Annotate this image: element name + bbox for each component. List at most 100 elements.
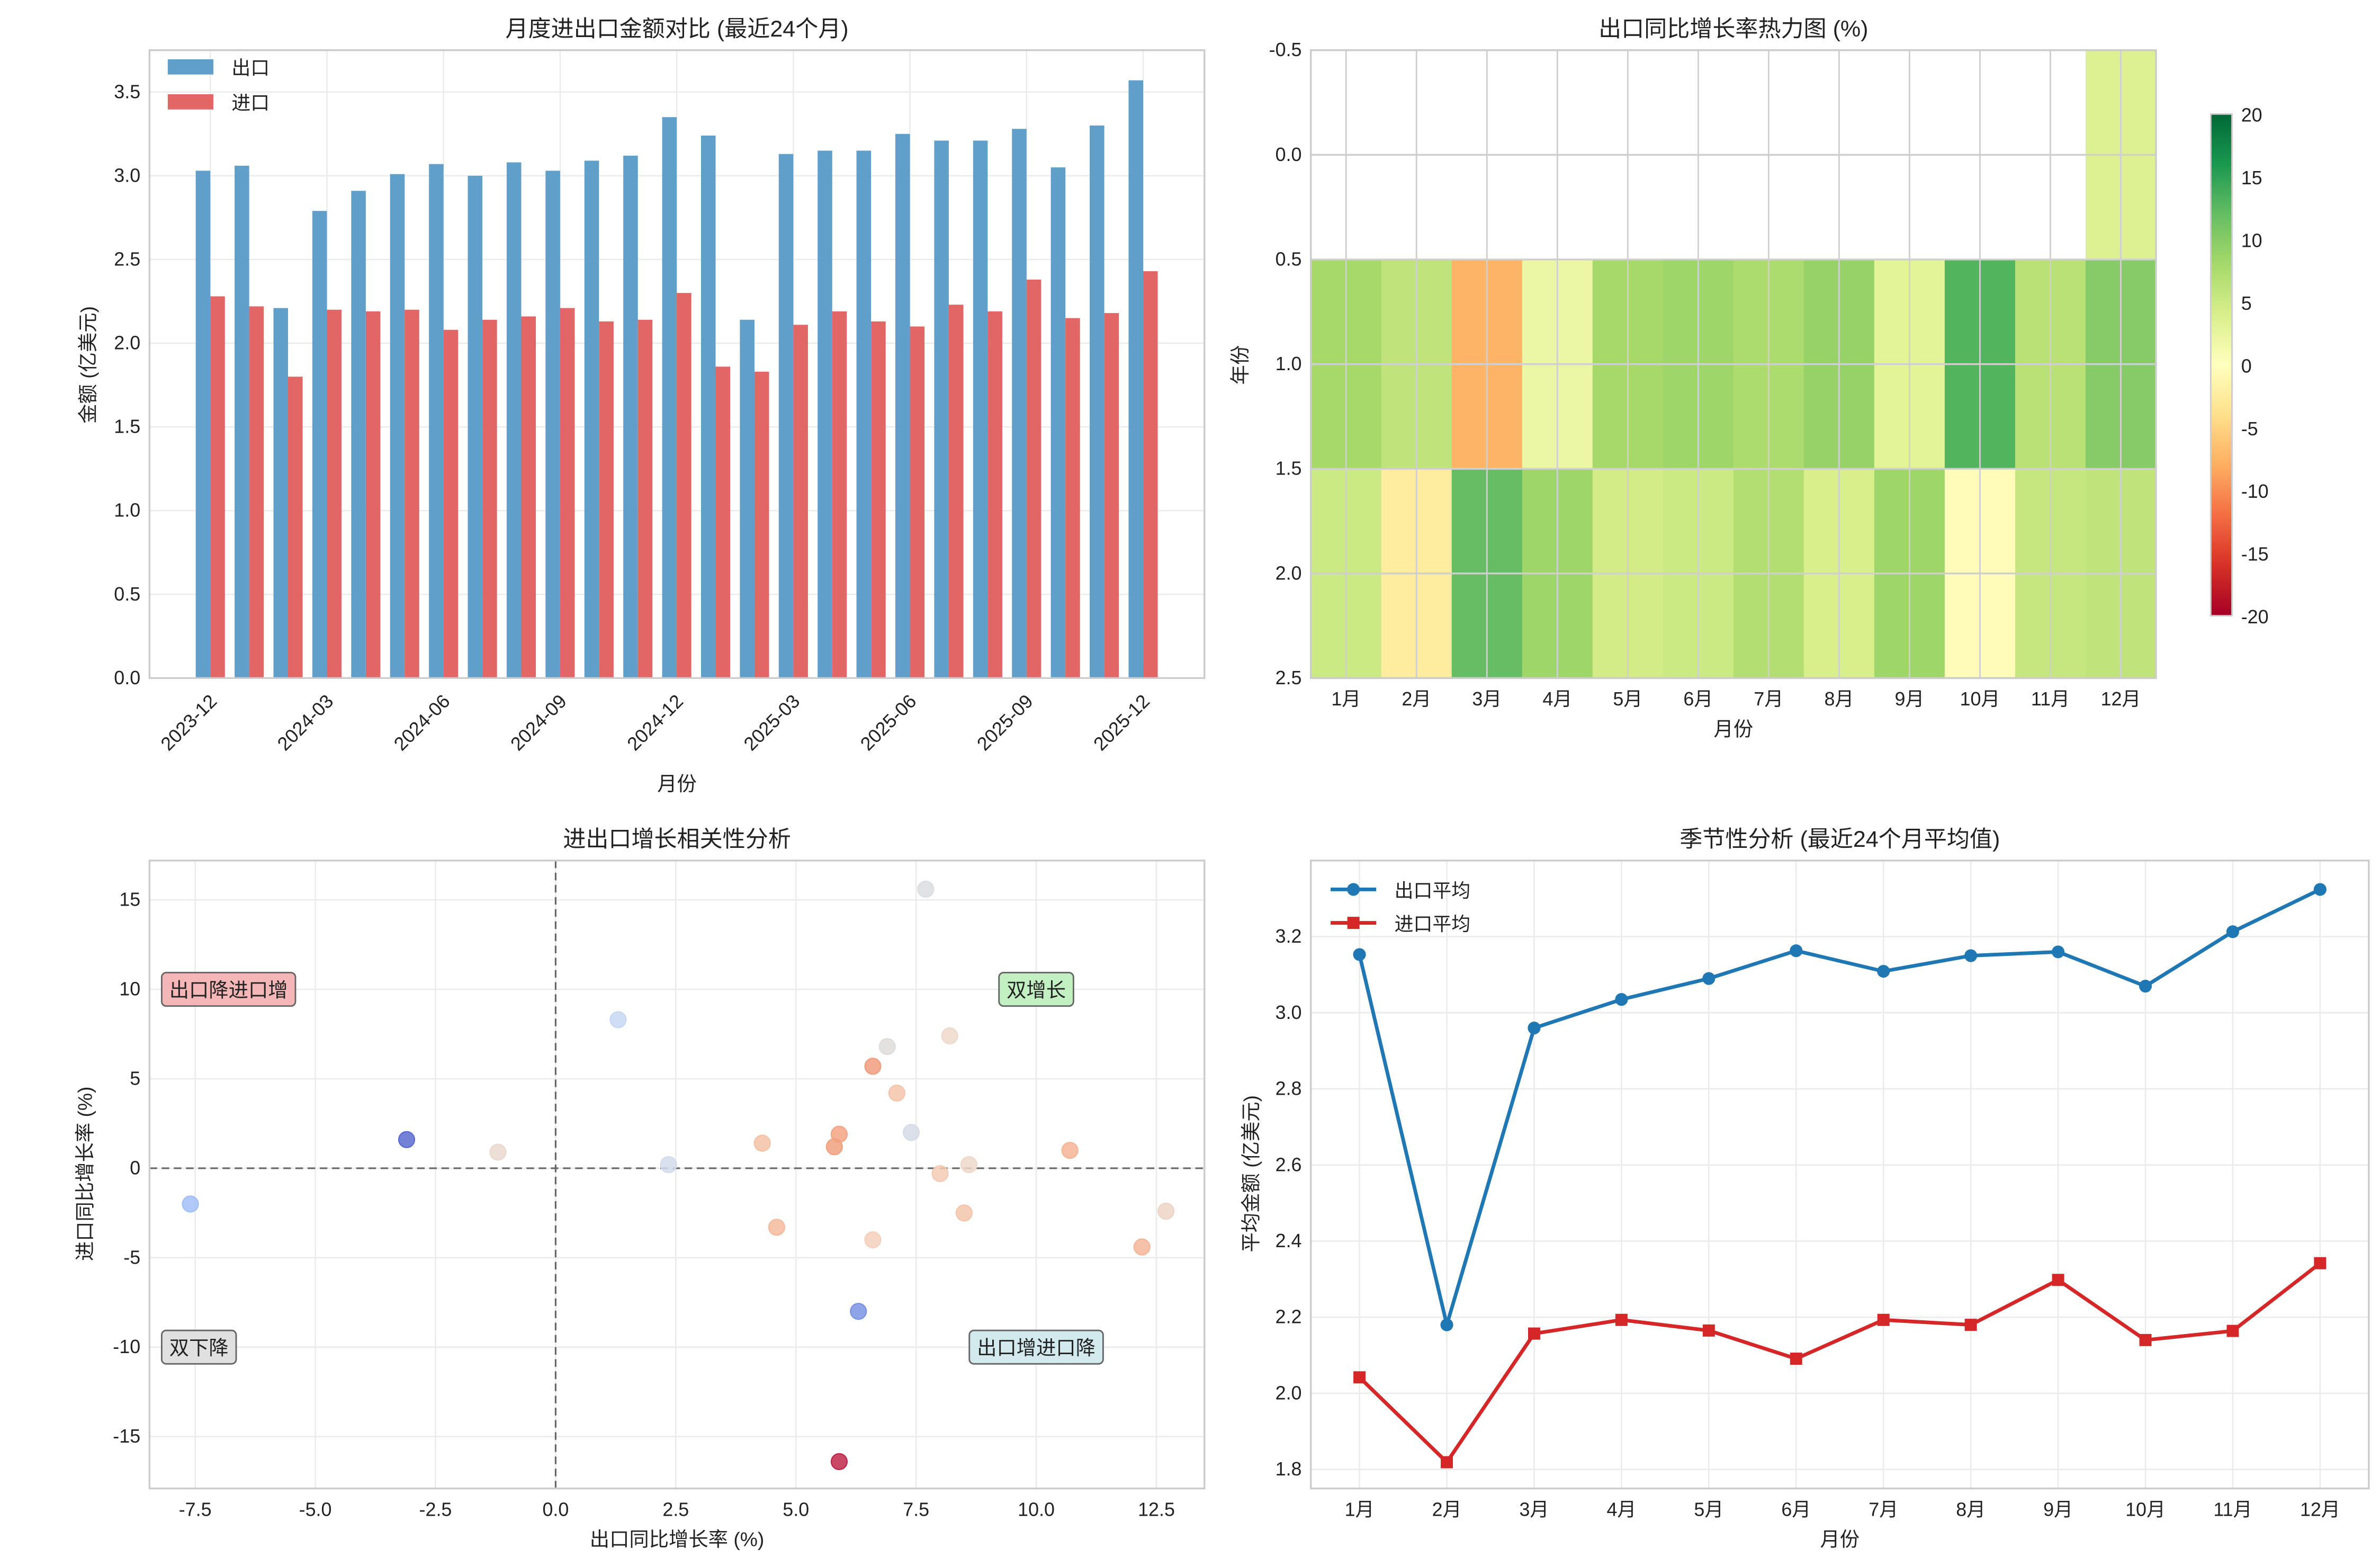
quadrant-label: 出口增进口降 [977, 1337, 1095, 1359]
y-tick-label: 2.0 [114, 333, 140, 354]
x-tick-label: 10月 [1960, 688, 2000, 710]
scatter-xlabel: 出口同比增长率 (%) [590, 1528, 765, 1551]
x-tick-label: 2025-09 [973, 691, 1037, 755]
y-tick-label: 1.0 [1276, 353, 1302, 374]
y-tick-label: 0.5 [1276, 248, 1302, 270]
export-bar [506, 162, 522, 678]
import-bar [832, 311, 847, 678]
x-tick-label: 3月 [1520, 1499, 1549, 1520]
export-marker [2139, 979, 2152, 993]
scatter-point [182, 1195, 199, 1213]
import-marker [1528, 1327, 1540, 1340]
scatter-point [398, 1131, 416, 1148]
quadrant-label: 双下降 [169, 1337, 229, 1359]
y-tick-label: 2.8 [1276, 1078, 1302, 1099]
export-bar [1012, 129, 1027, 678]
y-tick-label: 3.5 [114, 81, 140, 102]
y-tick-label: 5 [130, 1068, 140, 1089]
import-bar [560, 308, 575, 678]
colorbar-tick-label: -10 [2241, 481, 2269, 502]
import-marker [2139, 1334, 2152, 1346]
scatter-point [825, 1138, 843, 1156]
x-tick-label: 11月 [2031, 688, 2070, 710]
import-marker [1615, 1313, 1628, 1326]
scatter-point [753, 1134, 771, 1152]
export-marker [1964, 949, 1978, 962]
x-tick-label: 2024-12 [623, 691, 687, 755]
colorbar-tick-label: 15 [2241, 167, 2262, 189]
x-tick-label: 2024-09 [507, 691, 571, 755]
y-tick-label: 0.0 [114, 667, 140, 688]
bar-chart-xlabel: 月份 [657, 773, 697, 795]
import-bar [793, 325, 808, 678]
import-bar [327, 309, 342, 678]
import-bar [405, 309, 419, 678]
axes-frame [148, 49, 1206, 679]
export-marker [1702, 972, 1716, 985]
import-bar [210, 296, 225, 678]
x-tick-label: 7月 [1754, 688, 1783, 710]
scatter-point [830, 1453, 848, 1470]
export-bar [273, 308, 289, 678]
x-tick-label: 10月 [2125, 1499, 2166, 1520]
scatter-point [864, 1058, 882, 1075]
export-marker [2226, 925, 2239, 938]
export-bar [390, 174, 405, 678]
import-bar [288, 377, 303, 678]
import-bar [871, 321, 886, 678]
import-bar [365, 311, 381, 678]
colorbar-tick-label: 0 [2241, 355, 2252, 377]
import-bar [715, 366, 731, 678]
x-tick-label: 5月 [1694, 1499, 1723, 1520]
export-bar [584, 160, 599, 678]
legend-marker [1347, 917, 1360, 929]
x-tick-label: 6月 [1781, 1499, 1811, 1520]
axes-frame [148, 860, 1206, 1490]
heatmap-ylabel: 年份 [1229, 345, 1251, 385]
scatter-point [888, 1084, 905, 1102]
y-tick-label: 1.0 [114, 500, 140, 521]
line-chart-xlabel: 月份 [1820, 1528, 1860, 1551]
import-bar [521, 316, 536, 678]
scatter-point [917, 880, 935, 898]
export-marker [1440, 1318, 1453, 1331]
colorbar-tick-label: 5 [2241, 293, 2252, 314]
import-marker [1441, 1456, 1453, 1469]
import-bar [677, 293, 691, 678]
export-bar [1090, 126, 1104, 678]
quadrant-label-box [968, 1329, 1104, 1365]
export-bar [235, 165, 249, 678]
export-bar [1050, 167, 1066, 678]
scatter-point [941, 1027, 958, 1045]
heatmap-panel: 出口同比增长率热力图 (%) 1月 2月 3月 4月 5月 6月 7月 8月 9月 10月 11月 1… [1229, 16, 2268, 740]
quadrant-label-box [160, 1329, 237, 1365]
import-bar [754, 371, 769, 678]
scatter-point [1061, 1142, 1079, 1159]
x-tick-label: 10.0 [1018, 1499, 1055, 1520]
x-tick-label: 2025-06 [856, 691, 920, 755]
y-tick-label: 0.5 [114, 584, 140, 605]
x-tick-label: -7.5 [179, 1499, 212, 1520]
x-tick-label: 5.0 [783, 1499, 809, 1520]
import-marker [1877, 1313, 1890, 1326]
scatter-title: 进出口增长相关性分析 [563, 827, 791, 852]
line-chart-ylabel: 平均金额 (亿美元) [1240, 1095, 1262, 1252]
export-bar [312, 211, 327, 678]
x-tick-label: 4月 [1542, 688, 1572, 710]
import-line [1358, 1261, 2321, 1465]
import-marker [1964, 1319, 1977, 1331]
export-marker [1877, 964, 1890, 978]
x-tick-label: 12月 [2101, 688, 2141, 710]
legend-label: 出口平均 [1395, 880, 1471, 901]
legend-label: 进口平均 [1395, 914, 1471, 935]
legend-label: 出口 [231, 58, 270, 79]
x-tick-label: 12月 [2300, 1499, 2340, 1520]
x-tick-label: 0.0 [542, 1499, 569, 1520]
axes-frame [1310, 860, 2370, 1490]
legend-marker [1347, 883, 1360, 896]
legend-swatch [167, 94, 213, 110]
colorbar-tick-label: 20 [2241, 105, 2262, 126]
scatter-point [960, 1156, 978, 1174]
import-bar [1143, 271, 1158, 678]
